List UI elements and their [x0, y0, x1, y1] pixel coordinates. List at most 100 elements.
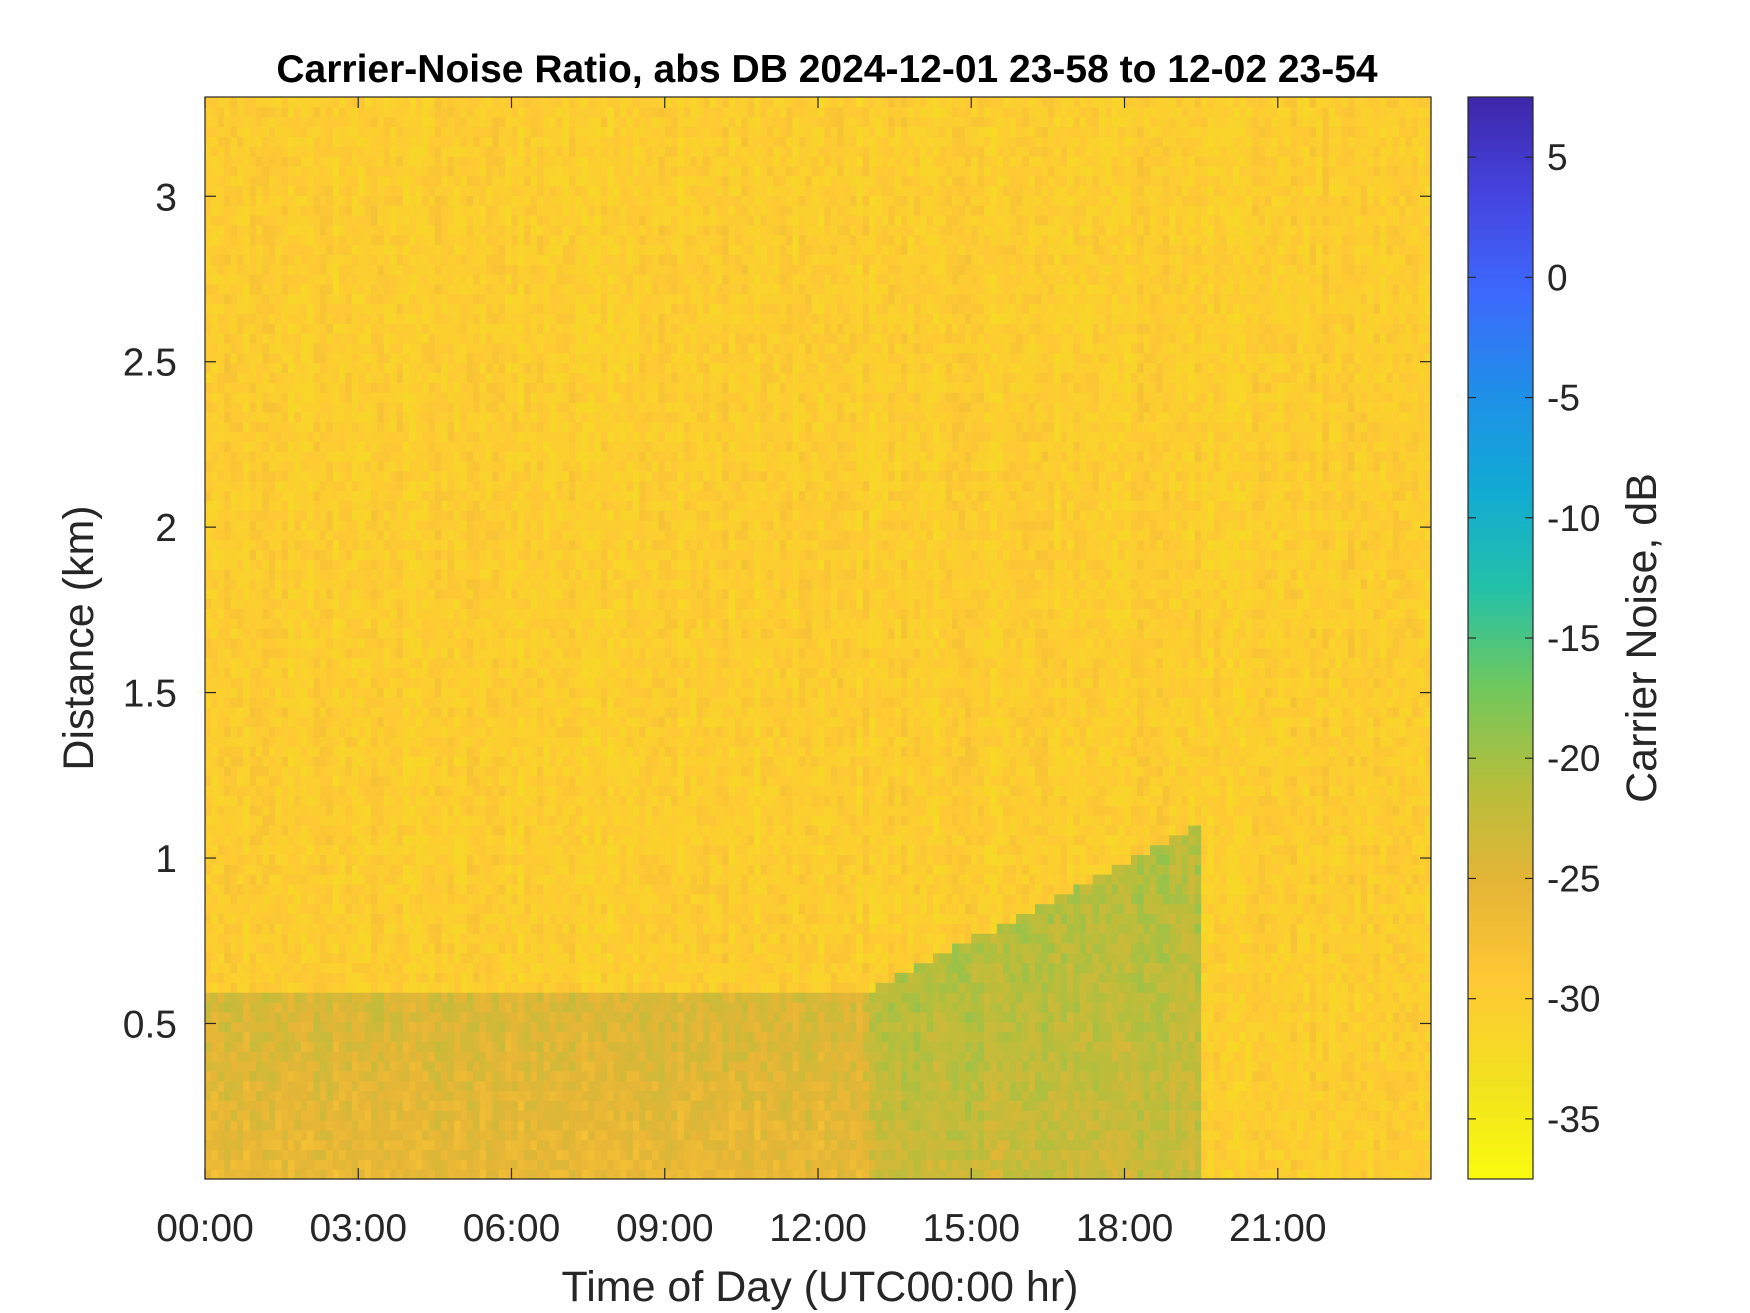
heatmap-cell — [722, 992, 730, 1003]
heatmap-cell — [869, 1080, 877, 1092]
heatmap-cell — [543, 1100, 551, 1111]
heatmap-cell — [1322, 1001, 1330, 1013]
heatmap-cell — [1060, 1070, 1068, 1082]
heatmap-cell — [996, 982, 1004, 993]
heatmap-cell — [1379, 1159, 1387, 1170]
heatmap-cell — [760, 1041, 768, 1052]
heatmap-cell — [913, 1129, 921, 1141]
heatmap-cell — [300, 923, 308, 934]
heatmap-cell — [524, 1001, 532, 1013]
heatmap-cell — [537, 962, 545, 974]
heatmap-cell — [990, 982, 998, 993]
heatmap-cell — [1386, 933, 1394, 944]
heatmap-cell — [1360, 1021, 1368, 1033]
heatmap-cell — [409, 933, 417, 944]
heatmap-cell — [319, 1011, 327, 1023]
heatmap-cell — [1150, 1001, 1158, 1013]
heatmap-cell — [1092, 1070, 1100, 1082]
heatmap-cell — [205, 962, 212, 974]
heatmap-cell — [581, 1041, 589, 1052]
heatmap-cell — [1098, 1041, 1106, 1052]
heatmap-cell — [1009, 992, 1017, 1003]
heatmap-cell — [626, 1110, 634, 1121]
heatmap-cell — [1060, 1139, 1068, 1151]
heatmap-cell — [364, 952, 372, 964]
heatmap-cell — [856, 962, 864, 974]
heatmap-cell — [792, 1001, 800, 1013]
heatmap-cell — [409, 1060, 417, 1072]
heatmap-cell — [632, 1149, 640, 1160]
heatmap-cell — [856, 1110, 864, 1121]
heatmap-cell — [249, 992, 257, 1003]
heatmap-cell — [345, 982, 353, 993]
heatmap-cell — [377, 1051, 385, 1062]
heatmap-cell — [773, 1149, 781, 1160]
heatmap-cell — [409, 982, 417, 993]
heatmap-cell — [1092, 1011, 1100, 1023]
heatmap-cell — [556, 1110, 564, 1121]
heatmap-cell — [543, 1119, 551, 1131]
heatmap-cell — [728, 1080, 736, 1092]
heatmap-cell — [1118, 952, 1126, 964]
heatmap-cell — [773, 1041, 781, 1052]
heatmap-cell — [1098, 1090, 1106, 1101]
heatmap-cell — [849, 1110, 857, 1121]
heatmap-cell — [358, 1031, 366, 1042]
heatmap-cell — [703, 1110, 711, 1121]
heatmap-cell — [677, 1080, 685, 1092]
heatmap-cell — [1399, 1090, 1407, 1101]
heatmap-cell — [1150, 1139, 1158, 1151]
heatmap-cell — [1143, 1110, 1151, 1121]
heatmap-cell — [307, 1070, 315, 1082]
heatmap-cell — [1277, 1159, 1285, 1170]
heatmap-cell — [1258, 992, 1266, 1003]
heatmap-cell — [1309, 992, 1317, 1003]
heatmap-cell — [537, 933, 545, 944]
heatmap-cell — [1290, 1149, 1298, 1160]
heatmap-cell — [862, 942, 870, 954]
heatmap-cell — [383, 1100, 391, 1111]
heatmap-cell — [1213, 1060, 1221, 1072]
heatmap-cell — [479, 1051, 487, 1062]
heatmap-cell — [249, 1129, 257, 1141]
heatmap-cell — [1181, 1119, 1189, 1131]
heatmap-cell — [1073, 923, 1081, 934]
heatmap-cell — [377, 1080, 385, 1092]
heatmap-cell — [862, 1011, 870, 1023]
heatmap-cell — [492, 952, 500, 964]
heatmap-cell — [1086, 1100, 1094, 1111]
heatmap-cell — [281, 1119, 289, 1131]
heatmap-cell — [1111, 1139, 1119, 1151]
heatmap-cell — [294, 992, 302, 1003]
heatmap-cell — [932, 1100, 940, 1111]
heatmap-cell — [754, 1100, 762, 1111]
heatmap-cell — [549, 923, 557, 934]
heatmap-cell — [594, 1149, 602, 1160]
heatmap-cell — [1296, 1021, 1304, 1033]
heatmap-cell — [281, 1139, 289, 1151]
heatmap-cell — [645, 1110, 653, 1121]
heatmap-cell — [932, 1159, 940, 1170]
heatmap-cell — [415, 1090, 423, 1101]
heatmap-cell — [294, 1090, 302, 1101]
heatmap-cell — [779, 933, 787, 944]
heatmap-cell — [728, 933, 736, 944]
heatmap-cell — [485, 1100, 493, 1111]
heatmap-cell — [568, 1129, 576, 1141]
heatmap-cell — [1367, 1129, 1375, 1141]
heatmap-cell — [377, 1011, 385, 1023]
heatmap-cell — [1354, 1041, 1362, 1052]
heatmap-cell — [1290, 933, 1298, 944]
heatmap-cell — [294, 1169, 302, 1180]
heatmap-cell — [926, 962, 934, 974]
heatmap-cell — [1328, 1129, 1336, 1141]
heatmap-cell — [715, 942, 723, 954]
heatmap-cell — [881, 992, 889, 1003]
heatmap-cell — [1220, 1001, 1228, 1013]
heatmap-cell — [1156, 933, 1164, 944]
heatmap-cell — [345, 1169, 353, 1180]
heatmap-cell — [1233, 1080, 1241, 1092]
heatmap-cell — [1111, 1080, 1119, 1092]
heatmap-cell — [505, 1041, 513, 1052]
heatmap-cell — [1245, 1119, 1253, 1131]
